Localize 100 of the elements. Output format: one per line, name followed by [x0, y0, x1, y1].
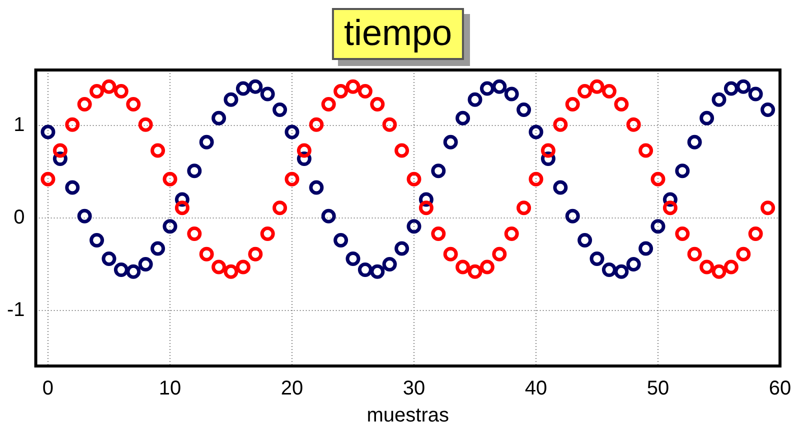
point	[126, 96, 141, 112]
point	[321, 208, 336, 224]
point	[309, 180, 324, 195]
point	[516, 102, 532, 118]
point	[504, 86, 519, 102]
point	[65, 180, 80, 195]
point	[321, 96, 336, 112]
point	[626, 257, 641, 272]
point	[492, 79, 507, 94]
point	[138, 117, 153, 132]
point	[346, 251, 360, 266]
point	[187, 226, 202, 241]
point	[40, 172, 56, 186]
point	[114, 262, 128, 278]
point	[650, 219, 666, 234]
point	[662, 200, 678, 216]
point	[492, 246, 507, 262]
point	[162, 172, 178, 186]
point	[174, 200, 190, 216]
point	[565, 208, 580, 224]
point	[52, 143, 68, 158]
point	[90, 232, 104, 248]
point	[102, 79, 116, 94]
point	[212, 260, 226, 274]
point	[370, 264, 385, 279]
point	[370, 96, 385, 112]
point	[346, 79, 360, 94]
y-tick-label: -1	[6, 299, 25, 322]
point	[528, 172, 544, 186]
point	[590, 79, 604, 94]
point	[126, 264, 141, 279]
point	[212, 110, 226, 126]
point	[236, 81, 250, 96]
point	[602, 262, 616, 278]
point	[675, 164, 690, 178]
point	[382, 257, 397, 272]
x-axis-title: muestras	[366, 404, 450, 427]
x-tick-label: 60	[768, 378, 792, 400]
point	[724, 260, 738, 274]
point	[90, 84, 104, 99]
point	[602, 84, 616, 99]
point	[40, 124, 56, 140]
point	[456, 110, 470, 126]
x-tick-label: 30	[402, 378, 426, 400]
point	[626, 117, 641, 132]
point	[406, 219, 422, 234]
point	[296, 143, 312, 158]
point	[114, 84, 128, 99]
point	[284, 172, 300, 186]
y-tick-label: 1	[14, 114, 25, 136]
point	[284, 124, 300, 140]
point	[614, 96, 629, 112]
point	[480, 260, 494, 274]
point	[394, 241, 410, 256]
point	[638, 143, 654, 158]
point	[102, 251, 116, 266]
point	[236, 260, 250, 274]
point	[675, 226, 690, 241]
point	[382, 117, 397, 132]
point	[468, 264, 482, 279]
point	[260, 226, 275, 241]
point	[162, 219, 178, 234]
x-tick-label: 50	[646, 378, 670, 400]
point	[443, 134, 458, 150]
point	[224, 92, 238, 107]
point	[187, 164, 202, 178]
point	[138, 257, 153, 272]
point	[736, 246, 751, 262]
point	[309, 117, 324, 132]
point	[565, 96, 580, 112]
point	[760, 200, 776, 216]
point	[418, 200, 434, 216]
point	[358, 84, 372, 99]
point	[638, 241, 654, 256]
x-tick-label: 10	[158, 378, 182, 400]
point	[736, 79, 751, 94]
point	[406, 172, 422, 186]
point	[272, 102, 288, 118]
x-tick-label: 0	[42, 378, 54, 400]
point	[248, 79, 263, 94]
point	[199, 246, 214, 262]
point	[700, 110, 714, 126]
point	[724, 81, 738, 96]
point	[334, 232, 348, 248]
y-tick-label: 0	[14, 206, 25, 229]
point	[272, 200, 288, 216]
point	[199, 134, 214, 150]
chart-title: tiempo	[332, 8, 464, 60]
point	[334, 84, 348, 99]
point	[443, 246, 458, 262]
point	[516, 200, 532, 216]
point	[650, 172, 666, 186]
point	[480, 81, 494, 96]
point	[590, 251, 604, 266]
point	[578, 232, 592, 248]
point	[712, 264, 726, 279]
point	[65, 117, 80, 132]
point	[431, 164, 446, 178]
point	[248, 246, 263, 262]
point	[578, 84, 592, 99]
